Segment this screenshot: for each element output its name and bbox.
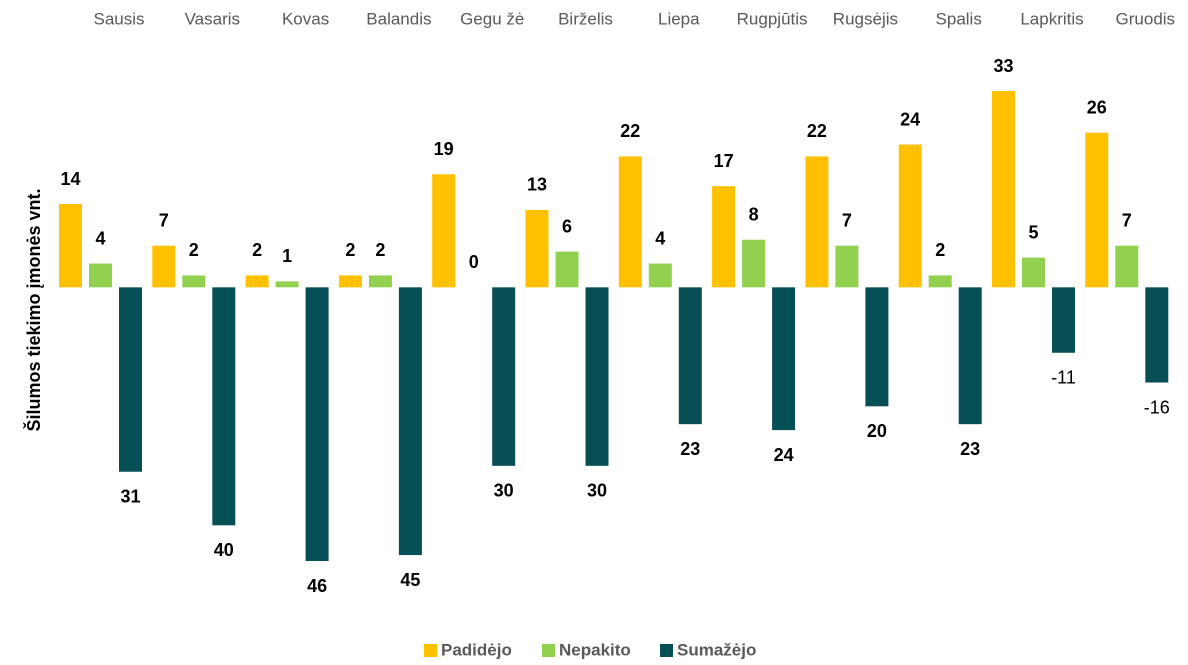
- bar: [835, 245, 859, 288]
- bar: [275, 281, 299, 288]
- data-label: 2: [345, 240, 355, 260]
- data-label: 26: [1087, 97, 1107, 117]
- bar: [555, 251, 579, 288]
- data-label: 20: [867, 421, 887, 441]
- x-tick-label: Rugsėjis: [833, 9, 898, 28]
- data-label: 6: [562, 216, 572, 236]
- data-label: 13: [527, 175, 547, 195]
- bar: [898, 144, 922, 288]
- data-label: 46: [307, 576, 327, 596]
- data-label: 22: [807, 121, 827, 141]
- data-label: 19: [434, 139, 454, 159]
- data-label: 7: [842, 210, 852, 230]
- bar: [119, 287, 142, 472]
- bar: [865, 287, 889, 407]
- data-label: -16: [1144, 397, 1170, 417]
- data-label: 31: [120, 487, 140, 507]
- data-label: 8: [749, 204, 759, 224]
- data-label: 14: [60, 169, 80, 189]
- bar: [648, 263, 672, 288]
- bar: [59, 204, 82, 288]
- x-tick-label: Lapkritis: [1020, 9, 1083, 28]
- bar: [245, 275, 269, 288]
- data-label: 33: [993, 56, 1013, 76]
- bar: [958, 287, 982, 425]
- data-label: 45: [400, 570, 420, 590]
- y-axis-label: Šilumos tiekimo įmonės vnt.: [23, 188, 44, 431]
- data-label: 30: [587, 481, 607, 501]
- bar: [742, 239, 766, 288]
- data-label: 2: [252, 240, 262, 260]
- bar: [525, 209, 549, 288]
- bar: [1022, 257, 1045, 288]
- data-label: 7: [159, 210, 169, 230]
- bar: [1115, 245, 1139, 288]
- bar: [1085, 132, 1109, 288]
- legend-label: Sumažėjo: [677, 640, 756, 659]
- data-label: 24: [900, 109, 920, 129]
- bar: [89, 263, 112, 288]
- x-tick-label: Rugpjūtis: [737, 9, 808, 28]
- bar: [368, 275, 392, 288]
- bar: [305, 287, 329, 561]
- data-label: 23: [680, 439, 700, 459]
- bar: [492, 287, 516, 466]
- data-label: 2: [375, 240, 385, 260]
- data-label: 7: [1122, 210, 1132, 230]
- legend-label: Padidėjo: [441, 640, 512, 659]
- bar: [338, 275, 362, 288]
- data-label: 4: [95, 228, 105, 248]
- bar: [398, 287, 422, 556]
- x-tick-label: Vasaris: [185, 9, 240, 28]
- data-label: 40: [214, 540, 234, 560]
- x-tick-label: Birželis: [558, 9, 613, 28]
- bar: [772, 287, 796, 431]
- bar: [712, 186, 736, 288]
- bar: [1145, 287, 1169, 383]
- bar: [585, 287, 609, 466]
- bar: [992, 91, 1015, 288]
- data-label: 24: [774, 445, 794, 465]
- data-label: 23: [960, 439, 980, 459]
- bar: [1052, 287, 1075, 353]
- x-tick-label: Gruodis: [1116, 9, 1176, 28]
- bar: [152, 245, 176, 288]
- bar: [805, 156, 829, 288]
- x-tick-label: Kovas: [282, 9, 329, 28]
- data-label: 22: [620, 121, 640, 141]
- data-label: 0: [469, 252, 479, 272]
- x-tick-label: Balandis: [366, 9, 431, 28]
- bar: [928, 275, 952, 288]
- data-label: 5: [1028, 222, 1038, 242]
- legend-swatch: [424, 644, 437, 657]
- legend-swatch: [660, 644, 673, 657]
- data-label: 2: [935, 240, 945, 260]
- bar: [212, 287, 236, 526]
- data-label: 30: [494, 481, 514, 501]
- bar: [182, 275, 206, 288]
- bar: [618, 156, 642, 288]
- data-label: 17: [714, 151, 734, 171]
- bar: [432, 174, 456, 288]
- data-label: 4: [655, 228, 665, 248]
- legend-swatch: [542, 644, 555, 657]
- bar: [678, 287, 702, 425]
- x-tick-label: Spalis: [936, 9, 982, 28]
- data-label: 1: [282, 246, 292, 266]
- data-label: 2: [189, 240, 199, 260]
- x-tick-label: Sausis: [93, 9, 144, 28]
- legend-label: Nepakito: [559, 640, 631, 659]
- data-label: -11: [1051, 368, 1076, 388]
- x-tick-label: Liepa: [658, 9, 700, 28]
- x-tick-label: Gegu žė: [460, 9, 524, 28]
